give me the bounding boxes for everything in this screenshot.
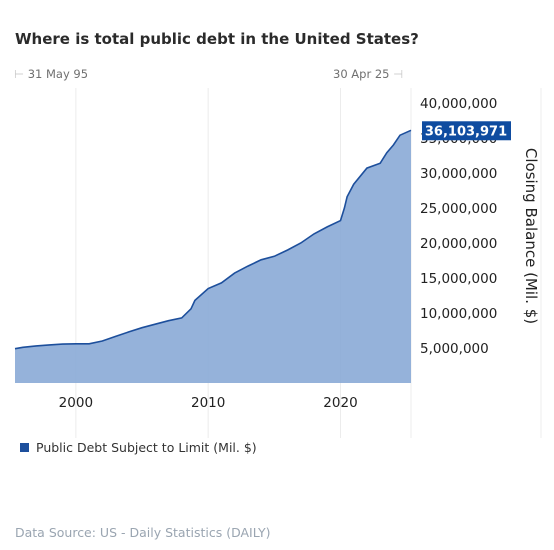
y-tick-label: 20,000,000 [420,236,497,252]
y-tick-label: 5,000,000 [420,341,489,357]
series-line [14,129,412,350]
data-source: Data Source: US - Daily Statistics (DAIL… [15,525,271,540]
range-end-label: 30 Apr 25 [333,67,390,81]
y-tick-label: 25,000,000 [420,201,497,217]
legend-label: Public Debt Subject to Limit (Mil. $) [36,440,257,455]
x-tick-label: 2010 [191,395,225,411]
y-tick-label: 40,000,000 [420,96,497,112]
range-end-marker: ⊣ [393,67,404,81]
area-chart: 5,000,000 10,000,000 15,000,000 20,000,000 2… [14,88,542,438]
range-start: ⊢ 31 May 95 [14,67,88,81]
legend[interactable]: Public Debt Subject to Limit (Mil. $) [20,440,257,455]
range-start-marker: ⊢ [14,67,25,81]
chart-title: Where is total public debt in the United… [15,30,419,48]
x-tick-label: 2020 [323,395,357,411]
y-tick-label: 15,000,000 [420,271,497,287]
y-axis-title: Closing Balance (Mil. $) [522,148,540,324]
range-start-label: 31 May 95 [27,67,89,81]
last-value-label: 36,103,971 [425,124,507,139]
x-tick-label: 2000 [59,395,93,411]
last-value-badge [422,121,511,141]
y-tick-label: 30,000,000 [420,166,497,182]
series-area [15,130,411,383]
legend-swatch [20,443,29,452]
range-end: 30 Apr 25 ⊣ [333,67,403,81]
y-tick-label: 10,000,000 [420,306,497,322]
